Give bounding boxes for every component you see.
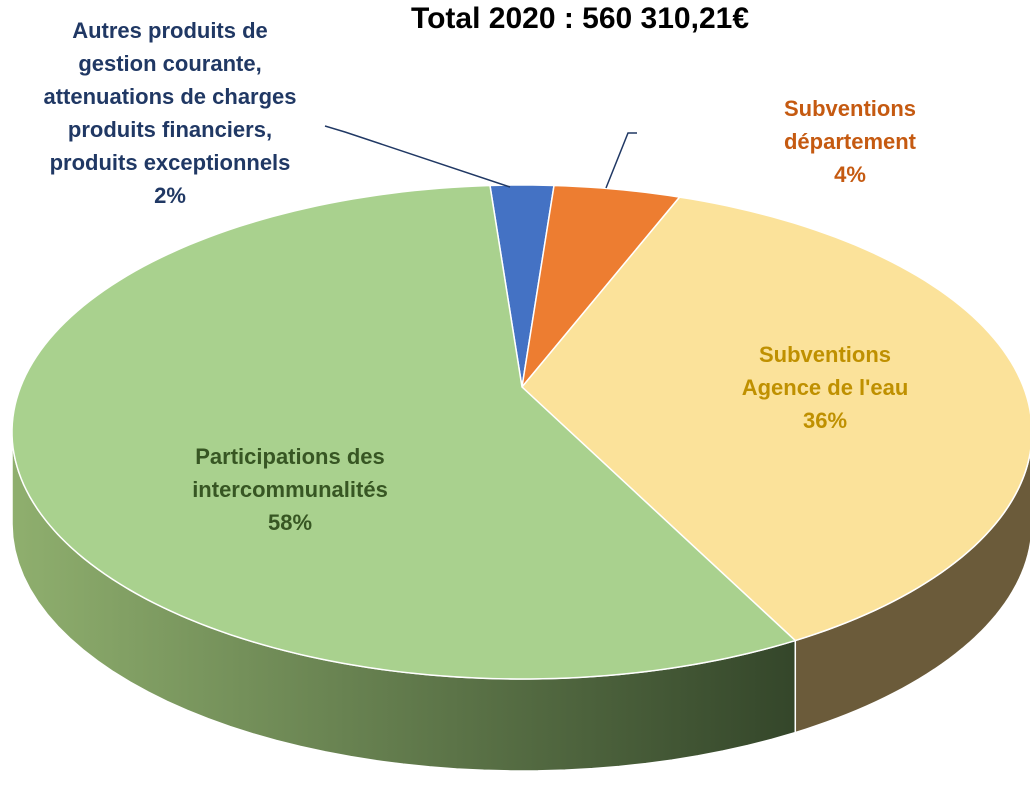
category-label: Participations des intercommunalités: [192, 444, 388, 502]
category-label: Autres produits de gestion courante, att…: [43, 18, 297, 175]
slice-label: Subventions département 4%: [760, 92, 940, 191]
leader-line: [605, 132, 637, 189]
slice-label: Subventions Agence de l'eau 36%: [742, 338, 909, 437]
value-label: 2%: [154, 183, 186, 208]
pie-slice: [11, 184, 797, 680]
chart-title: Total 2020 : 560 310,21€: [411, 2, 749, 35]
pie-slice: [520, 184, 682, 390]
category-label: Subventions département: [783, 96, 917, 154]
value-label: 36%: [802, 408, 848, 433]
value-label: 58%: [267, 510, 313, 535]
pie-slice: [520, 196, 1030, 642]
pie-slice: [489, 184, 555, 388]
slice-label: Participations des intercommunalités 58%: [192, 440, 388, 539]
value-label: 4%: [834, 162, 866, 187]
category-label: Subventions Agence de l'eau: [741, 342, 909, 400]
pie-tops: [11, 184, 1030, 680]
slice-label: Autres produits de gestion courante, att…: [43, 14, 296, 212]
leader-line: [324, 125, 511, 188]
